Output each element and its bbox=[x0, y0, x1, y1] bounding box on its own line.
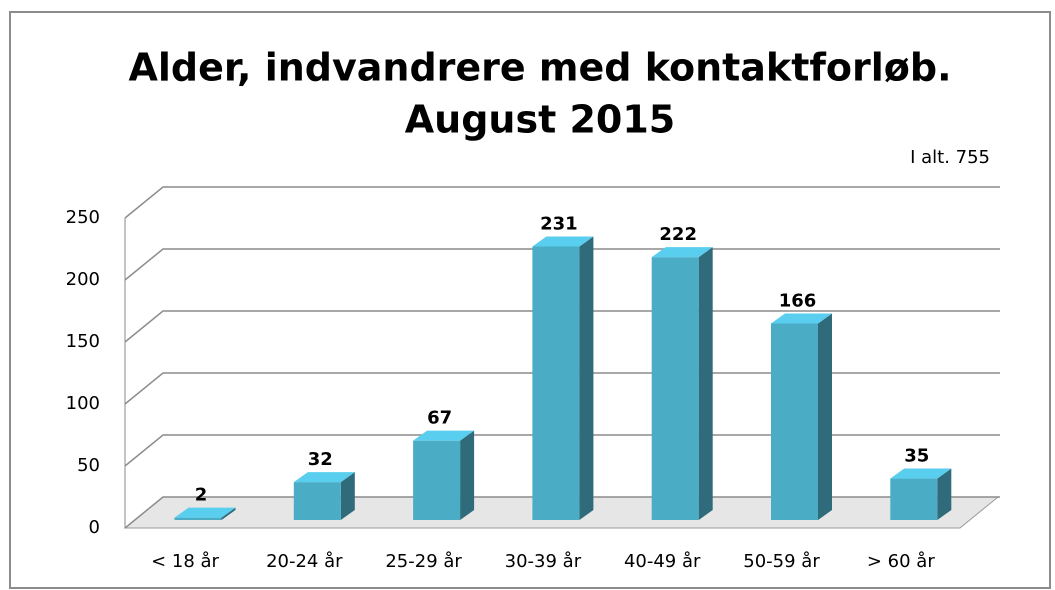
chart-frame bbox=[9, 11, 1051, 589]
bar-top bbox=[293, 472, 355, 483]
bar bbox=[532, 236, 594, 520]
bar-top bbox=[890, 468, 952, 479]
bar-side bbox=[818, 313, 832, 520]
data-label: 32 bbox=[308, 449, 333, 470]
bar-side bbox=[340, 472, 355, 520]
bar-top bbox=[771, 313, 832, 324]
bar bbox=[771, 313, 832, 520]
chart-title: August 2015 bbox=[405, 98, 676, 142]
bar-front bbox=[651, 257, 699, 520]
y-tick-label: 250 bbox=[66, 207, 100, 228]
bar-front bbox=[771, 323, 818, 520]
bar bbox=[890, 468, 952, 520]
chart-title: Alder, indvandrere med kontaktforløb. bbox=[128, 46, 951, 90]
grid-line bbox=[124, 496, 1000, 529]
x-tick-label: 30-39 år bbox=[505, 551, 582, 572]
bar bbox=[293, 472, 355, 520]
bar-top bbox=[413, 430, 475, 441]
data-label: 35 bbox=[904, 446, 929, 467]
bar-front bbox=[293, 482, 341, 520]
x-tick-label: > 60 år bbox=[867, 551, 935, 572]
bar-side bbox=[221, 507, 236, 520]
x-tick-label: 20-24 år bbox=[266, 551, 343, 572]
y-tick-label: 150 bbox=[66, 331, 100, 352]
bar-side bbox=[937, 468, 952, 520]
x-tick-label: 40-49 år bbox=[624, 551, 701, 572]
bar bbox=[174, 507, 236, 520]
bar-front bbox=[890, 478, 938, 520]
bar-top bbox=[651, 247, 713, 258]
annotation: I alt. 755 bbox=[910, 147, 990, 168]
x-tick-label: < 18 år bbox=[151, 551, 219, 572]
grid-line bbox=[124, 248, 1000, 281]
y-tick-label: 200 bbox=[66, 269, 100, 290]
data-label: 231 bbox=[540, 213, 578, 234]
bar-front bbox=[532, 246, 580, 520]
grid-line bbox=[124, 186, 1000, 219]
bar-front bbox=[174, 517, 222, 520]
y-tick-label: 50 bbox=[77, 455, 100, 476]
grid-line bbox=[124, 434, 1000, 467]
bar-top bbox=[174, 507, 236, 518]
bar-side bbox=[460, 430, 475, 520]
bar-top bbox=[532, 236, 594, 247]
data-label: 67 bbox=[427, 408, 452, 429]
x-tick-label: 50-59 år bbox=[743, 551, 820, 572]
grid-line bbox=[124, 372, 1000, 405]
x-tick-label: 25-29 år bbox=[385, 551, 462, 572]
bar bbox=[651, 247, 713, 521]
bar-front bbox=[413, 440, 461, 520]
y-tick-label: 0 bbox=[89, 517, 100, 538]
bar-side bbox=[579, 236, 594, 520]
data-label: 222 bbox=[659, 224, 697, 245]
grid-line bbox=[124, 310, 1000, 343]
bar bbox=[413, 430, 475, 520]
data-label: 166 bbox=[779, 290, 817, 311]
data-label: 2 bbox=[195, 485, 208, 506]
y-tick-label: 100 bbox=[66, 393, 100, 414]
bar-side bbox=[698, 247, 713, 521]
